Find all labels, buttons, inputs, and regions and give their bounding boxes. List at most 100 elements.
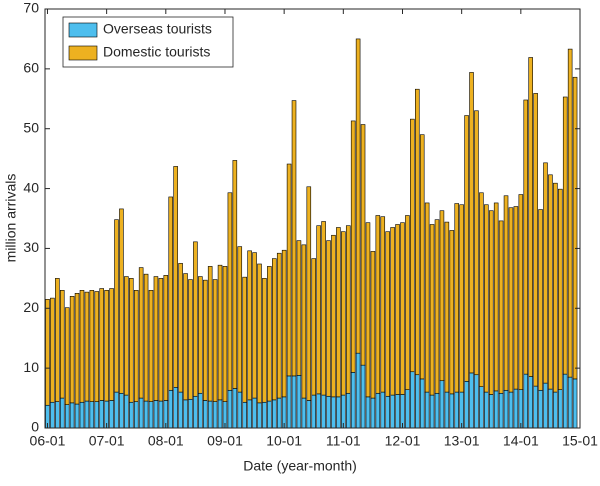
bar-segment	[454, 203, 460, 393]
bar-segment	[538, 209, 543, 391]
bar-segment	[237, 246, 243, 393]
bar-segment	[479, 386, 484, 429]
bar-segment	[311, 258, 317, 396]
y-tick-label: 10	[23, 359, 39, 375]
bar-segment	[129, 278, 134, 403]
bar-segment	[464, 115, 469, 382]
bar-segment	[385, 231, 390, 397]
bar-segment	[193, 241, 198, 397]
bar-segment	[493, 390, 499, 429]
bar-segment	[183, 399, 188, 429]
bar-segment	[212, 279, 218, 402]
y-tick-label: 40	[23, 179, 39, 195]
bar-segment	[99, 288, 104, 401]
bar-segment	[178, 263, 183, 393]
bar-segment	[188, 398, 193, 429]
legend-swatch	[68, 22, 98, 38]
bar-segment	[464, 381, 469, 429]
bar-segment	[198, 392, 203, 429]
bar-segment	[548, 388, 553, 429]
bar-segment	[158, 400, 164, 429]
bar-segment	[508, 207, 514, 393]
bar-segment	[69, 402, 75, 429]
bar-segment	[474, 110, 479, 376]
bar-segment	[163, 275, 169, 401]
bar-segment	[415, 374, 420, 429]
bar-segment	[272, 399, 277, 429]
bar-segment	[276, 252, 282, 399]
bar-segment	[64, 307, 70, 405]
y-tick-label: 30	[23, 239, 39, 255]
bar-segment	[350, 120, 356, 373]
bar-segment	[276, 397, 282, 429]
bar-segment	[405, 389, 410, 429]
bar-segment	[498, 220, 504, 394]
legend-label: Overseas tourists	[103, 21, 212, 37]
bar-segment	[493, 202, 499, 392]
bar-segment	[227, 192, 233, 391]
x-axis-label: Date (year-month)	[243, 458, 357, 474]
bar-segment	[99, 400, 104, 429]
bar-segment	[459, 391, 464, 429]
bar-segment	[370, 397, 376, 429]
bar-segment	[168, 196, 174, 391]
bar-segment	[247, 250, 252, 401]
bar-segment	[419, 378, 425, 429]
bar-segment	[109, 288, 114, 401]
bar-segment	[415, 88, 420, 376]
x-tick-label: 07-01	[89, 433, 125, 449]
bar-segment	[528, 376, 533, 429]
bar-segment	[429, 394, 435, 429]
bar-segment	[148, 290, 154, 402]
bar-segment	[301, 244, 307, 399]
bar-segment	[202, 279, 208, 401]
bar-segment	[178, 391, 183, 429]
bar-segment	[59, 290, 65, 399]
y-axis-label: million arrivals	[3, 174, 19, 263]
x-tick-label: 08-01	[148, 433, 184, 449]
bar-segment	[484, 391, 489, 429]
bar-segment	[562, 373, 568, 429]
bar-segment	[567, 376, 573, 429]
bar-segment	[503, 389, 509, 429]
bar-segment	[562, 96, 568, 375]
bar-segment	[301, 397, 307, 429]
bar-segment	[217, 399, 223, 429]
bar-segment	[350, 372, 356, 429]
bar-segment	[84, 400, 90, 429]
bar-segment	[148, 401, 154, 429]
bar-segment	[424, 202, 430, 393]
bar-segment	[360, 364, 366, 429]
bar-segment	[311, 394, 317, 429]
bar-segment	[267, 400, 272, 429]
bar-segment	[345, 225, 351, 394]
bar-segment	[523, 99, 529, 375]
bar-segment	[217, 264, 223, 401]
bar-segment	[227, 389, 233, 429]
bar-segment	[242, 401, 247, 429]
bar-segment	[429, 224, 435, 396]
bar-segment	[272, 258, 277, 401]
bar-segment	[538, 389, 543, 429]
bar-segment	[64, 404, 70, 429]
bar-segment	[124, 394, 129, 429]
bar-segment	[212, 401, 218, 429]
bar-segment	[257, 263, 262, 404]
bar-segment	[444, 221, 450, 393]
bar-segment	[424, 391, 430, 429]
bar-segment	[119, 208, 124, 394]
legend-swatch	[68, 45, 98, 61]
bar-segment	[138, 397, 144, 429]
bar-segment	[114, 219, 119, 393]
bar-segment	[365, 396, 371, 429]
bar-segment	[119, 392, 124, 429]
bar-segment	[528, 57, 533, 377]
bar-segment	[459, 204, 464, 393]
bar-segment	[439, 210, 445, 382]
x-tick-label: 10-01	[266, 433, 302, 449]
bar-segment	[89, 401, 95, 429]
bar-segment	[380, 391, 386, 429]
bar-segment	[281, 249, 287, 398]
bar-segment	[439, 380, 445, 429]
